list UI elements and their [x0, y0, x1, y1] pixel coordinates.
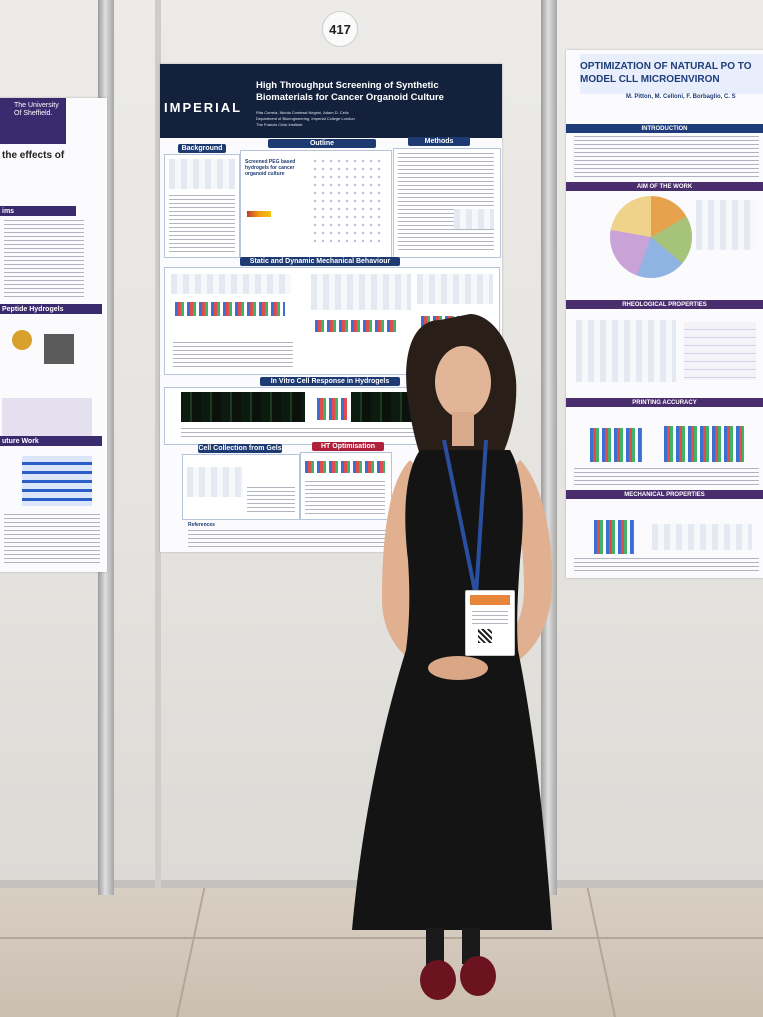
black-dress — [352, 450, 552, 930]
left-poster: The University Of Sheffield. the effects… — [0, 98, 107, 572]
section-peptide-hydrogels: Peptide Hydrogels — [0, 304, 102, 314]
viscosity-plot — [576, 320, 676, 382]
background-panel — [164, 154, 240, 258]
fluorescence-images — [181, 392, 305, 422]
intro-text — [574, 136, 759, 178]
future-work-text — [4, 514, 100, 564]
presenter-figure — [352, 314, 553, 1000]
section-background: Background — [178, 144, 226, 153]
cell-collection-panel — [182, 454, 300, 520]
cell-viability-bars — [317, 398, 347, 420]
name-badge — [465, 590, 515, 656]
right-board-pole — [541, 0, 557, 895]
lanyard — [442, 439, 488, 597]
microscopy-image — [44, 334, 74, 364]
poster-title: High Throughput Screening of Synthetic B… — [256, 80, 444, 103]
section-mechanical-properties: MECHANICAL PROPERTIES — [566, 490, 763, 499]
crosslinker-glyph — [247, 211, 271, 217]
aim-figure — [696, 200, 756, 250]
aim-circle-diagram — [610, 196, 692, 278]
section-mechanical: Static and Dynamic Mechanical Behaviour — [240, 257, 400, 266]
badge-name-text — [472, 611, 508, 625]
background-figure — [169, 159, 235, 189]
methods-panel — [393, 148, 501, 258]
section-references: References — [188, 522, 215, 528]
future-work-diagram — [22, 456, 92, 506]
ht-bar-chart — [305, 461, 385, 473]
printing-text — [574, 468, 759, 488]
face — [435, 346, 491, 418]
board-edge — [155, 0, 161, 890]
mechanical-text-right — [574, 558, 759, 574]
poster-authors: Rita Correia, Nicola Contessi Negrini, A… — [256, 110, 496, 128]
references-text — [188, 530, 388, 548]
right-shoe — [460, 956, 496, 996]
rheology-table — [684, 322, 756, 380]
booth-number-badge: 417 — [322, 11, 358, 47]
affiliation-1: Department of Bioengineering, Imperial C… — [256, 116, 355, 121]
authors-line: Rita Correia, Nicola Contessi Negrini, A… — [256, 110, 349, 115]
compression-plot — [311, 274, 411, 310]
section-outline: Outline — [268, 139, 376, 148]
section-printing-accuracy: PRINTING ACCURACY — [566, 398, 763, 407]
section-aim: AIM OF THE WORK — [566, 182, 763, 191]
background-text — [169, 195, 235, 253]
aims-text — [4, 220, 84, 300]
university-name: The University Of Sheffield. — [14, 102, 59, 117]
section-future-work: uture Work — [0, 436, 102, 446]
methods-text — [398, 153, 494, 251]
methods-figure — [454, 209, 494, 229]
poster-header: IMPERIAL High Throughput Screening of Sy… — [160, 64, 502, 138]
section-cell-response: In Vitro Cell Response in Hydrogels — [260, 377, 400, 386]
compression-bars — [315, 320, 399, 332]
mechanical-conclusions — [173, 342, 293, 370]
section-methods: Methods — [408, 137, 470, 146]
printing-accuracy-chart-1 — [590, 428, 642, 462]
cell-response-caption — [181, 428, 481, 440]
floor-tile-seam — [585, 885, 617, 1017]
section-aims: ims — [0, 206, 76, 216]
elastic-modulus-figure — [652, 524, 752, 550]
clasped-hands — [428, 656, 488, 680]
floor-tile-seam — [175, 885, 207, 1017]
right-arm — [490, 460, 553, 672]
badge-logo — [470, 595, 510, 605]
ht-panel — [300, 452, 392, 520]
floor-tile-seam — [0, 937, 763, 939]
collection-plot — [187, 467, 243, 497]
section-rheological: RHEOLOGICAL PROPERTIES — [566, 300, 763, 309]
mechanical-bar-chart — [175, 302, 285, 316]
left-arm — [382, 460, 440, 670]
right-poster: OPTIMIZATION OF NATURAL PO TO MODEL CLL … — [566, 50, 763, 578]
section-ht-optimisation: HT Optimisation — [312, 442, 384, 451]
sheffield-logo: The University Of Sheffield. — [0, 98, 66, 144]
outline-text: Screened PEG based hydrogels for cancer … — [245, 159, 296, 177]
neck — [452, 412, 474, 446]
printing-accuracy-chart-2 — [664, 426, 744, 462]
left-leg — [426, 928, 444, 968]
mechanical-panel — [164, 267, 500, 375]
badge-qr-code — [478, 629, 492, 643]
stress-relaxation-plot — [417, 274, 493, 304]
stiffness-table — [2, 398, 92, 438]
hydrogel-photo — [12, 330, 32, 350]
section-cell-collection: Cell Collection from Gels — [198, 444, 282, 453]
ht-text — [305, 481, 385, 515]
network-diagram — [311, 157, 381, 247]
section-introduction: INTRODUCTION — [566, 124, 763, 133]
right-poster-title: OPTIMIZATION OF NATURAL PO TO MODEL CLL … — [580, 61, 752, 85]
affiliation-2: The Francis Crick Institute — [256, 122, 303, 127]
mechanical-plot-1 — [171, 274, 291, 294]
outline-panel: Screened PEG based hydrogels for cancer … — [240, 150, 392, 258]
left-shoe — [420, 960, 456, 1000]
left-poster-title: the effects of — [2, 150, 65, 161]
right-poster-title-bg — [580, 54, 763, 94]
collection-text — [247, 487, 295, 515]
mechanical-bar-chart-right — [594, 520, 634, 554]
imperial-logo: IMPERIAL — [164, 100, 243, 115]
right-poster-authors: M. Pitton, M. Celloni, F. Borbaglio, C. … — [626, 94, 736, 100]
right-leg — [462, 928, 480, 964]
